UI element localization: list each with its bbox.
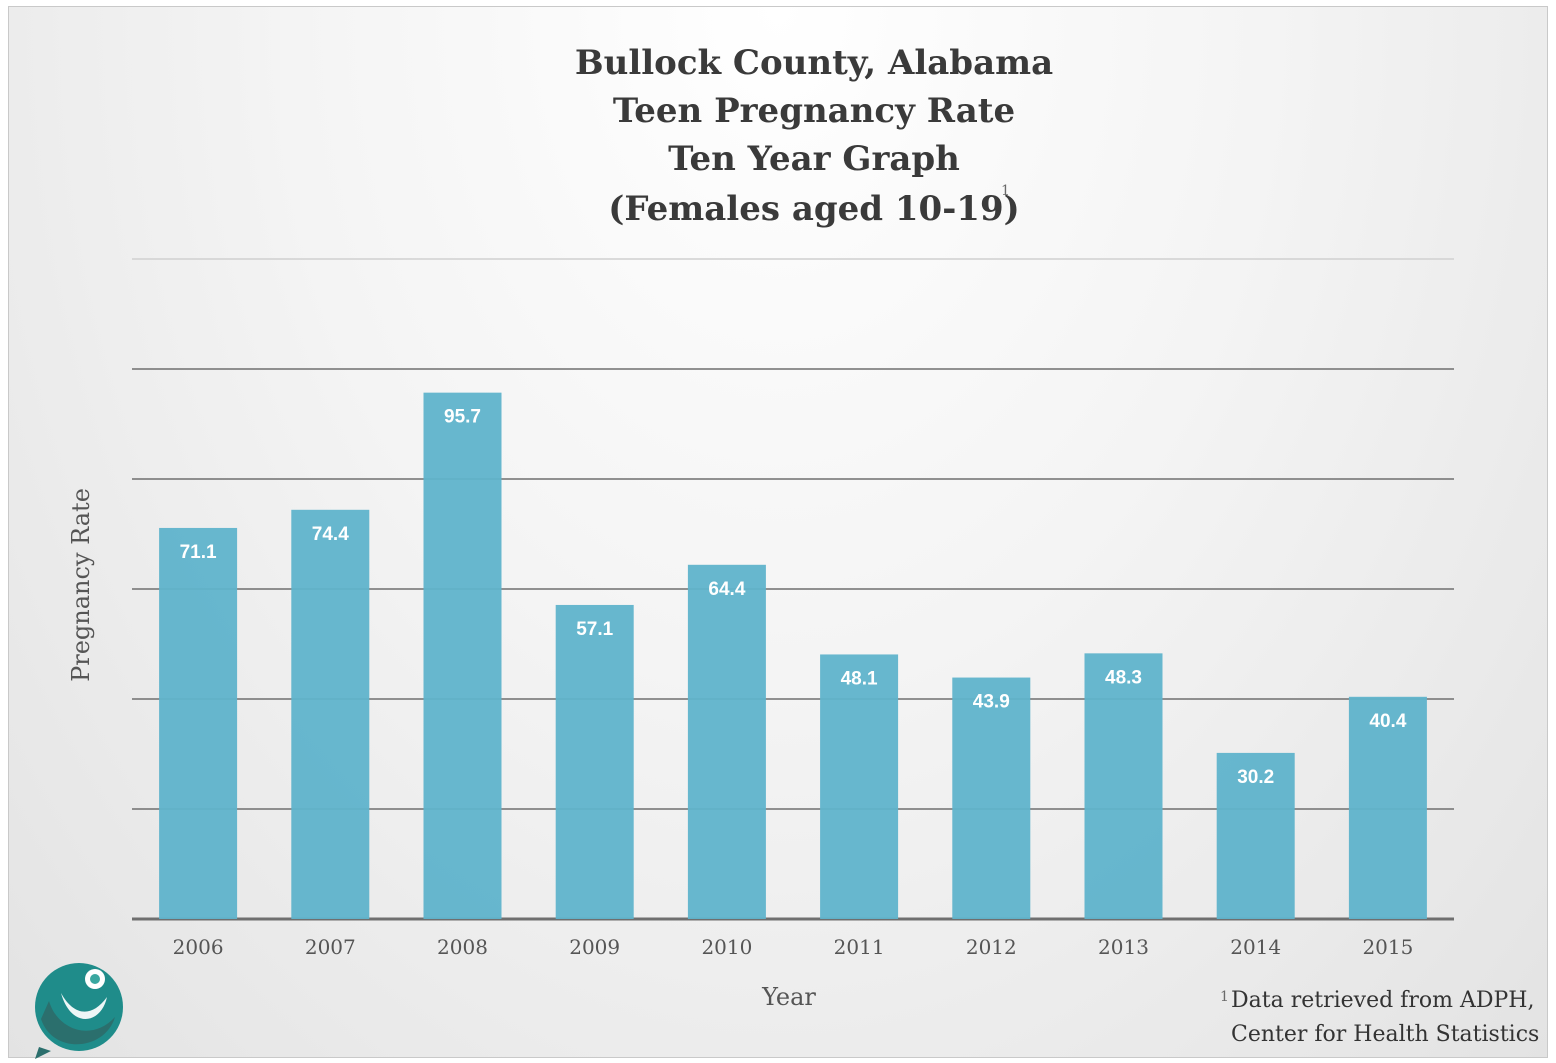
person-figure-logo-icon	[35, 963, 123, 1059]
bar-2011	[820, 654, 899, 919]
chart-frame: Bullock County, Alabama Teen Pregnancy Ra…	[8, 6, 1548, 1059]
bar-2006	[159, 527, 238, 919]
bar-chart: Bullock County, Alabama Teen Pregnancy Ra…	[35, 43, 1539, 1059]
data-label-2007: 74.4	[312, 524, 349, 545]
data-label-2014: 30.2	[1237, 767, 1274, 788]
chart-title-line-2: Teen Pregnancy Rate	[613, 91, 1015, 131]
x-tick-2010: 2010	[701, 935, 752, 959]
x-tick-2006: 2006	[173, 935, 224, 959]
title-footnote-marker: 1	[1001, 183, 1010, 199]
bar-2012	[952, 677, 1031, 919]
x-tick-2012: 2012	[966, 935, 1017, 959]
x-tick-2011: 2011	[834, 935, 885, 959]
x-tick-2015: 2015	[1362, 935, 1413, 959]
bar-2015	[1348, 696, 1427, 919]
x-tick-2009: 2009	[569, 935, 620, 959]
x-tick-2013: 2013	[1098, 935, 1149, 959]
data-label-2012: 43.9	[973, 692, 1010, 713]
x-axis-label: Year	[761, 983, 816, 1011]
data-label-2013: 48.3	[1105, 667, 1142, 688]
x-tick-2008: 2008	[437, 935, 488, 959]
data-label-2006: 71.1	[180, 542, 217, 563]
x-tick-labels: 2006 2007 2008 2009 2010 2011 2012 2013 2014 2015	[173, 935, 1414, 959]
bar-2009	[555, 604, 634, 919]
x-tick-2007: 2007	[305, 935, 356, 959]
data-label-2015: 40.4	[1369, 711, 1406, 732]
bar-2013	[1084, 653, 1163, 919]
bars: 71.1 74.4 95.7 57.1 64.4 48.1 43.9 48.3 30.2 40.4	[159, 392, 1427, 919]
data-label-2010: 64.4	[708, 579, 745, 600]
data-label-2008: 95.7	[444, 407, 481, 428]
chart-title-line-1: Bullock County, Alabama	[575, 43, 1053, 83]
footnote-line-1: Data retrieved from ADPH,	[1231, 988, 1534, 1013]
chart-title: Bullock County, Alabama Teen Pregnancy Ra…	[575, 43, 1053, 229]
data-label-2011: 48.1	[841, 668, 878, 689]
chart-title-line-3: Ten Year Graph	[668, 139, 960, 179]
footnote-marker: 1	[1220, 989, 1229, 1005]
x-tick-2014: 2014	[1230, 935, 1281, 959]
bar-2007	[291, 509, 370, 919]
bar-2008	[423, 392, 502, 919]
bar-2010	[687, 564, 766, 919]
y-axis-label: Pregnancy Rate	[67, 488, 95, 682]
footnote: 1 Data retrieved from ADPH, Center for H…	[1220, 988, 1539, 1047]
chart-title-line-4: (Females aged 10-19)	[608, 189, 1019, 229]
bar-2014	[1216, 752, 1295, 919]
data-label-2009: 57.1	[576, 619, 613, 640]
footnote-line-2: Center for Health Statistics	[1231, 1022, 1539, 1047]
